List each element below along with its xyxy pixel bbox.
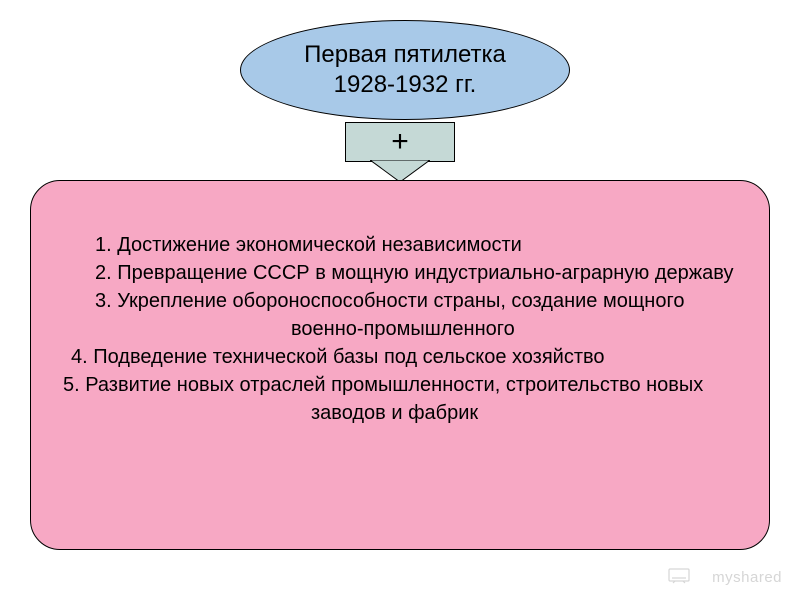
plus-label: + bbox=[391, 125, 409, 159]
content-line: 1. Достижение экономической независимост… bbox=[51, 231, 749, 259]
plus-box: + bbox=[345, 122, 455, 162]
content-line: военно-промышленного bbox=[51, 315, 749, 343]
content-line: заводов и фабрик bbox=[51, 399, 749, 427]
content-line: 5. Развитие новых отраслей промышленност… bbox=[51, 371, 749, 399]
content-line: 2. Превращение СССР в мощную индустриаль… bbox=[51, 259, 749, 287]
content-list: 1. Достижение экономической независимост… bbox=[31, 181, 769, 447]
content-box: 1. Достижение экономической независимост… bbox=[30, 180, 770, 550]
title-ellipse: Первая пятилетка 1928-1932 гг. bbox=[240, 20, 570, 120]
title-line1: Первая пятилетка bbox=[304, 40, 506, 70]
watermark-text: myshared bbox=[712, 569, 782, 586]
content-line: 4. Подведение технической базы под сельс… bbox=[51, 343, 749, 371]
content-line: 3. Укрепление обороноспособности страны,… bbox=[51, 287, 749, 315]
down-arrow-icon bbox=[370, 160, 430, 182]
title-line2: 1928-1932 гг. bbox=[334, 70, 477, 100]
watermark-icon bbox=[668, 568, 690, 584]
